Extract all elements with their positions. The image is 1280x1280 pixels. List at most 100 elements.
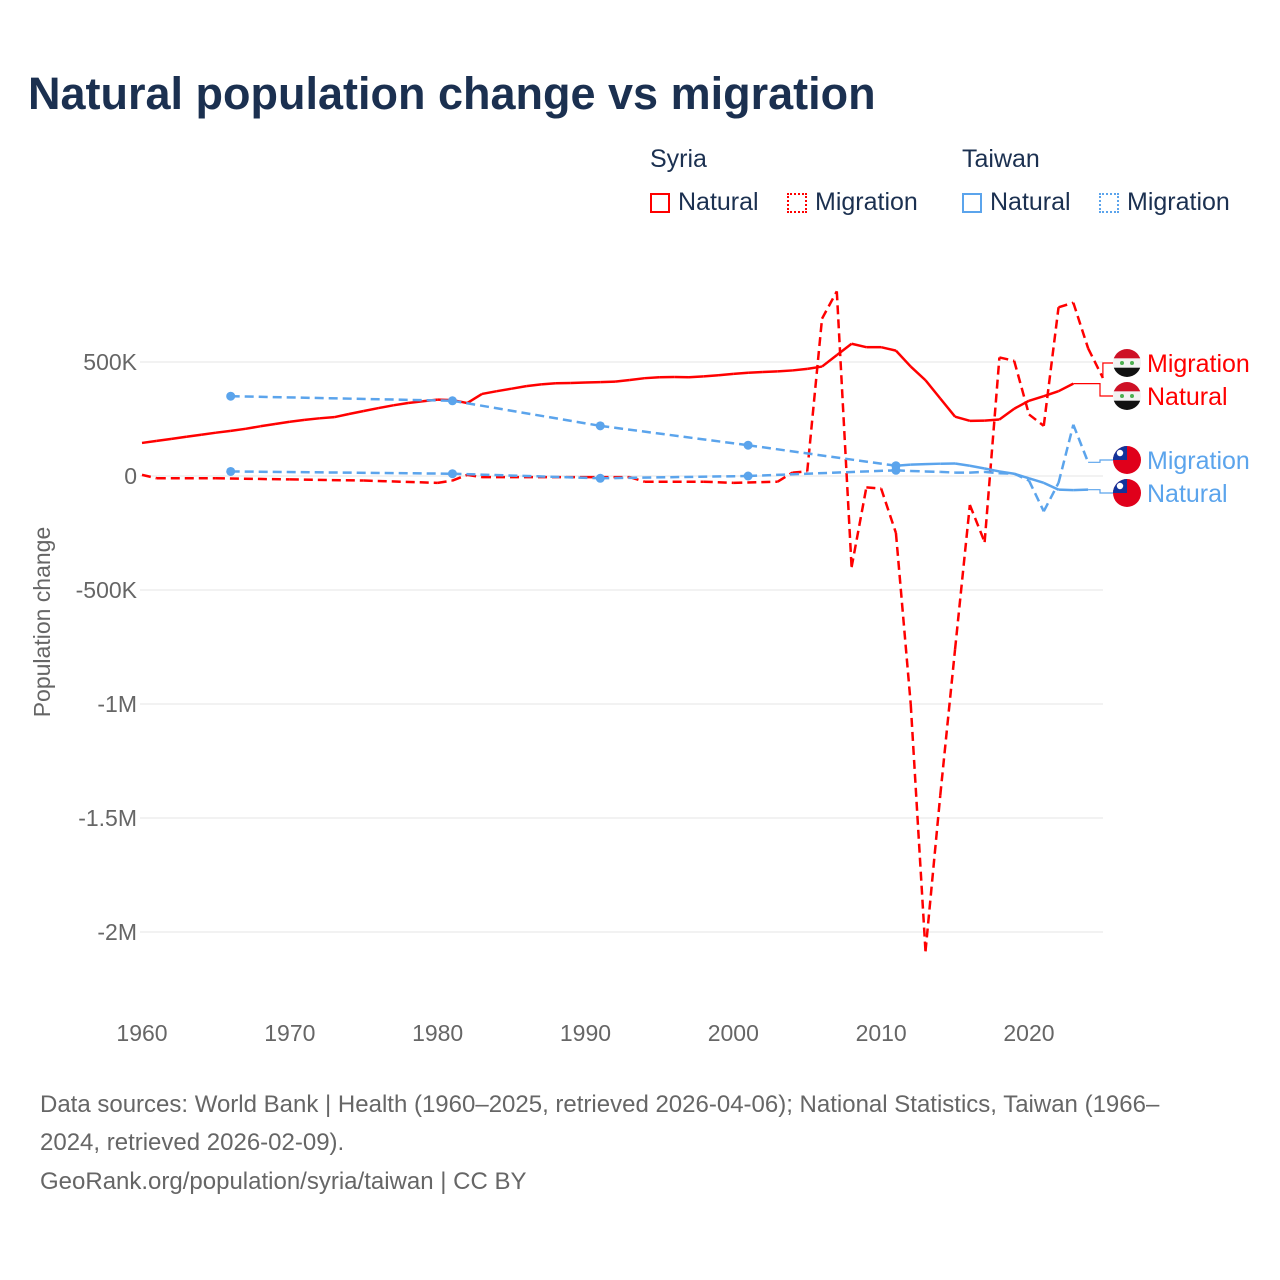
taiwan-flag-icon: [1113, 446, 1141, 474]
legend-label: Migration: [1127, 188, 1230, 216]
taiwan-migration-point: [743, 471, 753, 481]
x-tick-label: 2020: [1003, 1020, 1054, 1046]
y-tick-label: -1.5M: [78, 805, 137, 831]
syria-migration-segment: [777, 471, 794, 483]
syria-natural-segment: [466, 392, 483, 405]
star-icon: [1120, 394, 1124, 398]
syria-natural-segment: [363, 406, 379, 413]
syria-natural-segment: [511, 384, 527, 390]
y-axis-label: Population change: [29, 527, 55, 718]
x-tick-label: 1960: [116, 1020, 167, 1046]
syria-natural-segment: [289, 418, 305, 423]
syria-natural-segment: [274, 420, 291, 426]
syria-natural-segment: [629, 376, 645, 382]
syria-natural-segment: [984, 418, 1000, 422]
legend-taiwan-migration[interactable]: Migration: [1099, 188, 1230, 217]
y-tick-label: 500K: [83, 349, 137, 375]
x-tick-label: 1970: [264, 1020, 315, 1046]
syria-migration-segment: [215, 477, 290, 481]
syria-natural-segment: [304, 417, 320, 422]
legend-syria-migration[interactable]: Migration: [787, 188, 918, 217]
taiwan-migration-segment: [1057, 424, 1075, 484]
taiwan-natural-segment: [452, 399, 601, 428]
syria-natural-label-connector: [1073, 383, 1113, 397]
syria-natural-segment: [895, 349, 912, 368]
taiwan-natural-segment: [230, 394, 453, 403]
syria-natural-segment: [703, 373, 719, 378]
y-tick-label: -500K: [76, 577, 138, 603]
flag-stripe-black: [1113, 400, 1141, 410]
taiwan-migration-segment: [1072, 424, 1090, 463]
syria-natural-segment: [688, 375, 704, 379]
syria-natural-segment: [393, 401, 409, 407]
sun-icon: [1116, 449, 1124, 457]
legend-group-taiwan: Taiwan: [962, 145, 1040, 173]
syria-migration-segment: [1058, 301, 1074, 309]
taiwan-migration-point: [226, 466, 236, 476]
legend-swatch-solid: [650, 192, 670, 213]
syria-migration-segment: [363, 479, 438, 485]
syria-migration-segment: [999, 356, 1015, 363]
syria-migration-segment: [850, 487, 868, 568]
syria-natural-segment: [807, 365, 823, 371]
syria-natural-segment: [1057, 382, 1074, 393]
flag-stripe-white: [1113, 391, 1141, 401]
syria-migration-segment: [792, 470, 808, 474]
syria-natural-segment: [644, 376, 660, 380]
taiwan-natural-segment: [747, 443, 897, 467]
legend-group-syria: Syria: [650, 145, 707, 173]
syria-migration-segment: [983, 357, 1001, 543]
syria-migration-end-label: Migration: [1147, 350, 1250, 378]
taiwan-migration-segment: [748, 469, 896, 478]
legend-label: Natural: [678, 188, 759, 216]
flag-stripe-red: [1113, 382, 1141, 392]
syria-natural-segment: [215, 429, 231, 434]
syria-natural-segment: [407, 399, 424, 405]
taiwan-natural-segment: [600, 424, 749, 447]
legend-syria-natural[interactable]: Natural: [650, 188, 759, 217]
star-icon: [1130, 394, 1134, 398]
flag-stripe-white: [1113, 358, 1141, 368]
footer-sources-1: Data sources: World Bank | Health (1960–…: [40, 1091, 1160, 1118]
legend-swatch-dotted: [1099, 192, 1119, 213]
flag-body: [1113, 349, 1141, 377]
flag-stripe-black: [1113, 367, 1141, 377]
legend-taiwan-natural[interactable]: Natural: [962, 188, 1071, 217]
taiwan-migration-point: [595, 473, 605, 483]
taiwan-natural-segment: [984, 467, 1000, 473]
flag-body: [1113, 446, 1141, 474]
syria-migration-segment: [805, 318, 824, 472]
footer-sources-2: 2024, retrieved 2026-02-09).: [40, 1129, 345, 1156]
syria-natural-segment: [541, 381, 557, 386]
syria-natural-segment: [230, 427, 246, 433]
syria-natural-segment: [333, 412, 350, 419]
syria-natural-segment: [245, 425, 261, 431]
taiwan-migration-segment: [600, 474, 749, 480]
taiwan-natural-segment: [954, 462, 971, 467]
y-tick-label: -2M: [97, 919, 137, 945]
syria-natural-segment: [186, 433, 202, 439]
syria-natural-segment: [733, 371, 749, 376]
taiwan-migration-segment: [1042, 482, 1060, 512]
syria-migration-segment: [953, 504, 972, 650]
taiwan-natural-segment: [969, 464, 985, 470]
syria-natural-segment: [762, 370, 778, 374]
x-tick-label: 2000: [708, 1020, 759, 1046]
syria-migration-segment: [866, 486, 882, 490]
syria-migration-segment: [1012, 360, 1031, 415]
syria-natural-end-label: Natural: [1147, 383, 1228, 411]
legend-swatch-dotted: [787, 192, 807, 213]
legend-label: Migration: [815, 188, 918, 216]
syria-natural-segment: [141, 439, 157, 445]
taiwan-migration-segment: [984, 470, 1000, 475]
syria-migration-segment: [968, 504, 986, 543]
y-tick-label: 0: [124, 463, 137, 489]
syria-migration-segment: [141, 473, 158, 480]
syria-natural-segment: [496, 387, 512, 393]
taiwan-natural-point: [595, 421, 605, 431]
taiwan-migration-end-label: Migration: [1147, 447, 1250, 475]
taiwan-natural-label-connector: [1088, 489, 1113, 494]
footer-credit[interactable]: GeoRank.org/population/syria/taiwan | CC…: [40, 1168, 527, 1195]
y-tick-label: -1M: [97, 691, 137, 717]
